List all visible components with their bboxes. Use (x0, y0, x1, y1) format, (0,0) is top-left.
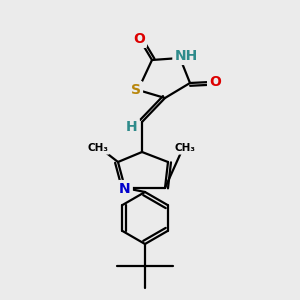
Text: O: O (133, 32, 145, 46)
Text: CH₃: CH₃ (88, 143, 109, 153)
Text: O: O (209, 75, 221, 89)
Text: NH: NH (174, 49, 198, 63)
Text: S: S (131, 83, 141, 97)
Text: N: N (119, 182, 131, 196)
Text: H: H (126, 120, 138, 134)
Text: CH₃: CH₃ (175, 143, 196, 153)
